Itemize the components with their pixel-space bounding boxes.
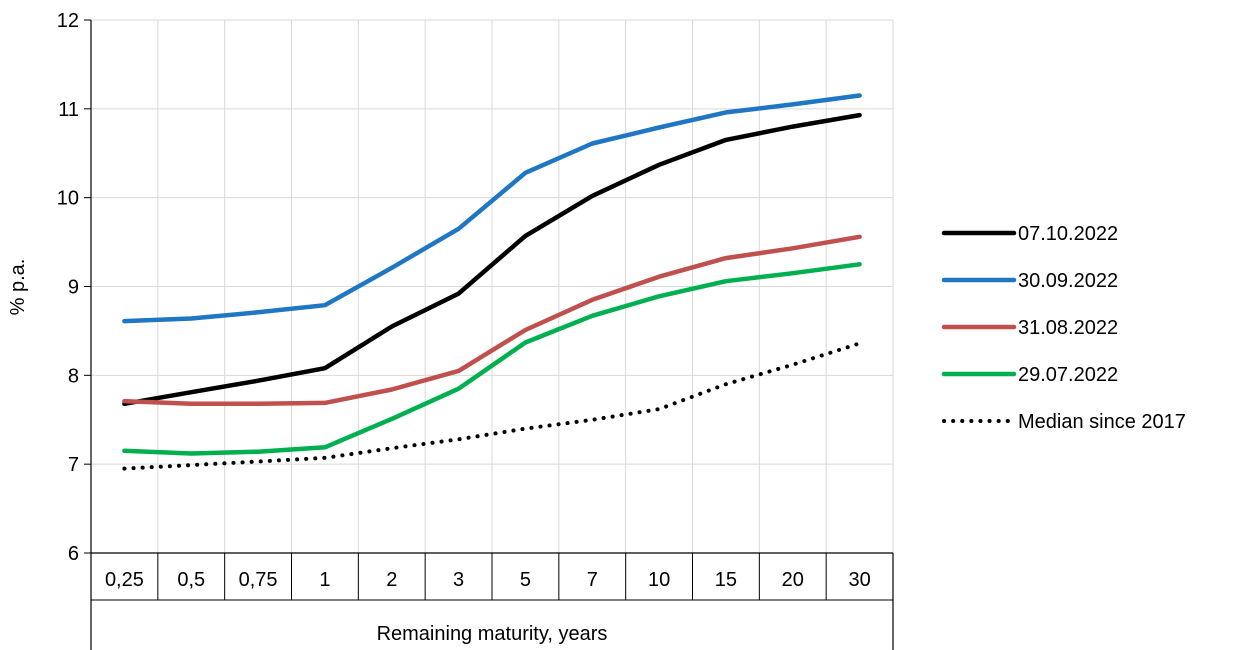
axes xyxy=(84,19,894,650)
legend-label: 07.10.2022 xyxy=(1018,223,1118,245)
legend-label: 29.07.2022 xyxy=(1018,364,1118,386)
x-tick-labels: 0,25 0,5 0,75 1 2 3 5 7 10 15 20 30 xyxy=(105,569,871,591)
y-tick-label: 7 xyxy=(68,454,79,476)
x-tick-label: 3 xyxy=(453,569,464,591)
legend-label: 31.08.2022 xyxy=(1018,317,1118,339)
x-tick-label: 1 xyxy=(319,569,330,591)
y-tick-label: 11 xyxy=(58,99,79,121)
series-line xyxy=(122,93,862,324)
x-tick-label: 15 xyxy=(715,569,737,591)
y-axis-label: % p.a. xyxy=(7,259,29,316)
grid-lines xyxy=(91,19,894,553)
y-tick-label: 9 xyxy=(68,277,79,299)
x-axis-label: Remaining maturity, years xyxy=(377,623,608,645)
x-tick-label: 0,25 xyxy=(105,569,144,591)
series-line xyxy=(122,262,862,456)
y-tick-labels: 6 7 8 9 10 11 12 xyxy=(57,10,79,565)
x-tick-label: 7 xyxy=(587,569,598,591)
x-tick-label: 0,75 xyxy=(239,569,278,591)
series-line xyxy=(122,112,862,407)
x-tick-label: 30 xyxy=(848,569,870,591)
x-tick-label: 2 xyxy=(386,569,397,591)
series-line xyxy=(122,234,862,407)
legend-label: 30.09.2022 xyxy=(1018,270,1118,292)
series-lines xyxy=(122,93,862,471)
x-tick-label: 5 xyxy=(520,569,531,591)
legend: 07.10.2022 30.09.2022 31.08.2022 29.07.2022… xyxy=(941,223,1186,433)
y-tick-label: 8 xyxy=(68,365,79,387)
y-tick-label: 12 xyxy=(57,10,79,32)
legend-label: Median since 2017 xyxy=(1018,411,1186,433)
x-tick-label: 20 xyxy=(782,569,804,591)
y-tick-label: 10 xyxy=(57,188,79,210)
x-tick-label: 10 xyxy=(648,569,670,591)
y-tick-label: 6 xyxy=(68,543,79,565)
x-tick-label: 0,5 xyxy=(177,569,205,591)
